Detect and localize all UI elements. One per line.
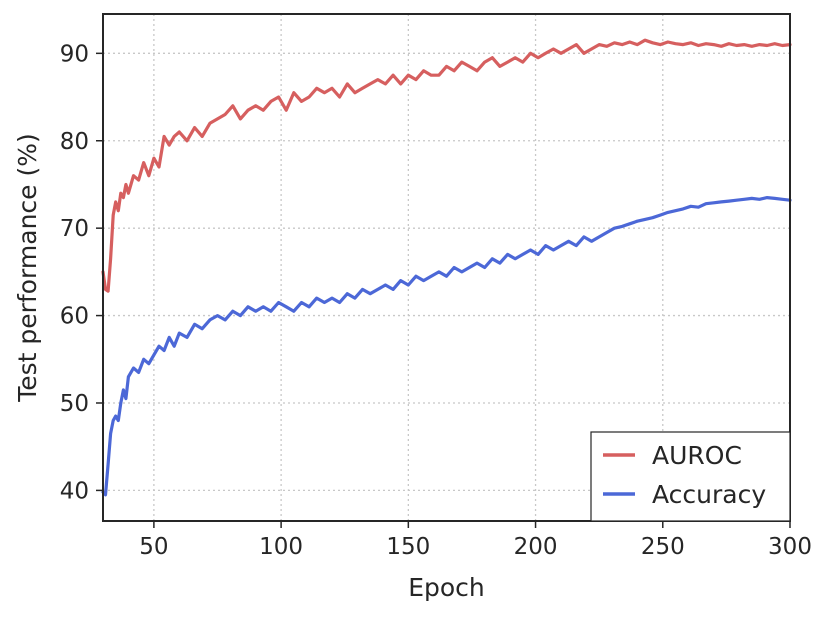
legend-label-accuracy: Accuracy <box>652 480 766 509</box>
x-tick-label: 150 <box>386 534 430 560</box>
y-tick-label: 60 <box>60 304 89 330</box>
y-tick-label: 50 <box>60 391 89 417</box>
y-axis-label: Test performance (%) <box>13 133 42 403</box>
legend-box <box>590 431 791 522</box>
legend-label-auroc: AUROC <box>652 441 742 470</box>
plot-frame <box>102 13 791 522</box>
x-tick-label: 100 <box>259 534 303 560</box>
series-layer <box>101 38 792 497</box>
x-tick-label: 250 <box>641 534 685 560</box>
x-axis-label: Epoch <box>408 573 485 602</box>
x-tick-label: 200 <box>514 534 558 560</box>
x-tick-label: 300 <box>768 534 812 560</box>
y-tick-label: 70 <box>60 216 89 242</box>
axis-ticks: 50 100 150 200 250 300 40 50 60 70 80 90 <box>60 41 812 560</box>
y-tick-label: 40 <box>60 478 89 504</box>
x-tick-label: 50 <box>139 534 168 560</box>
series-line-accuracy <box>101 196 792 497</box>
y-tick-label: 90 <box>60 41 89 67</box>
y-tick-label: 80 <box>60 129 89 155</box>
legend: AUROC Accuracy <box>590 431 791 522</box>
series-line-auroc <box>101 38 792 293</box>
